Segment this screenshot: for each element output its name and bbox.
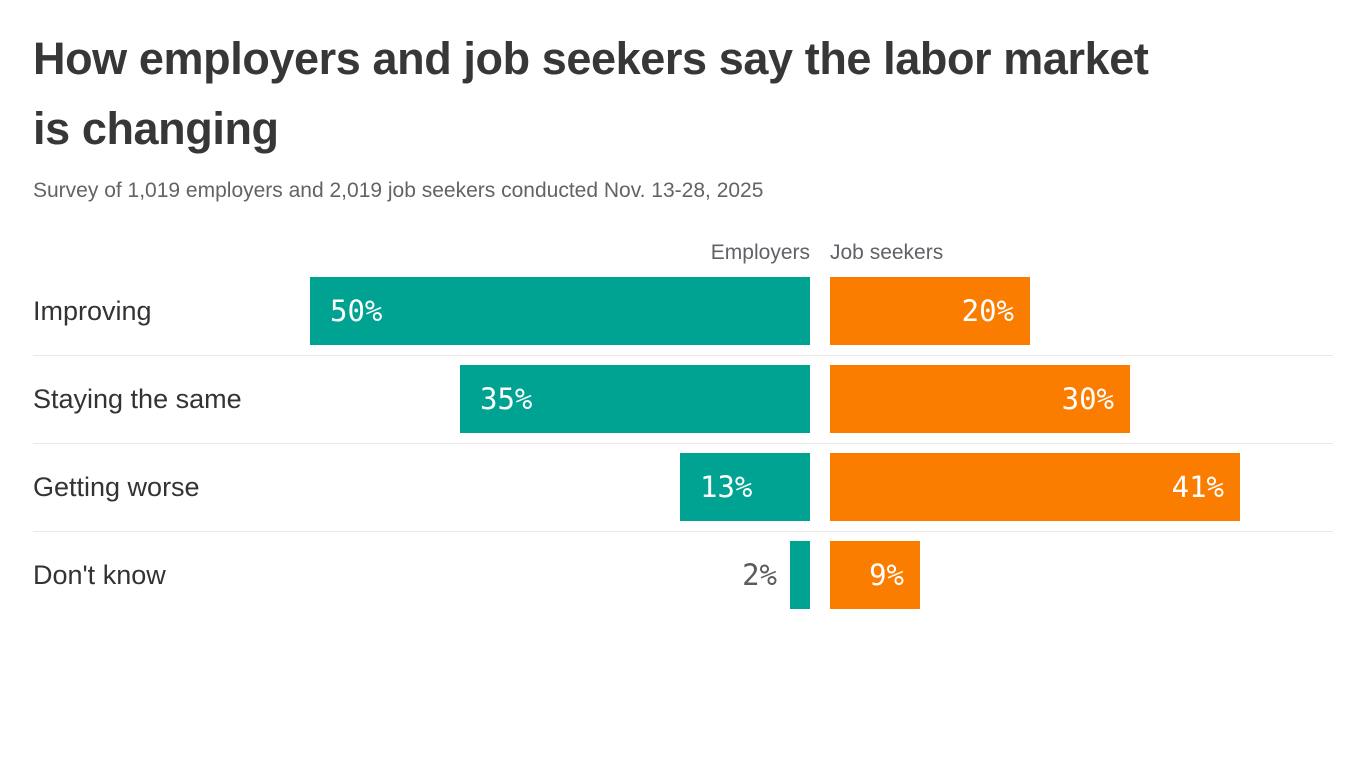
category-label: Getting worse bbox=[33, 472, 200, 502]
series-header-job-seekers: Job seekers bbox=[830, 241, 944, 264]
chart-row-improving: Improving 50% 20% bbox=[33, 268, 1333, 356]
chart-subtitle: Survey of 1,019 employers and 2,019 job … bbox=[33, 179, 764, 202]
employers-bar: 2% bbox=[742, 541, 810, 609]
employers-bar: 35% bbox=[460, 365, 810, 433]
job-seekers-bar-value: 9% bbox=[869, 558, 904, 592]
job-seekers-bar: 41% bbox=[830, 453, 1240, 521]
employers-bar-value: 2% bbox=[742, 558, 777, 592]
job-seekers-bar: 30% bbox=[830, 365, 1130, 433]
category-label: Staying the same bbox=[33, 384, 242, 414]
job-seekers-bar-value: 41% bbox=[1171, 470, 1224, 504]
employers-bar-value: 50% bbox=[330, 294, 383, 328]
employers-bar-value: 13% bbox=[700, 470, 753, 504]
chart-title-line2: is changing bbox=[33, 103, 279, 154]
chart-row-getting-worse: Getting worse 13% 41% bbox=[33, 444, 1333, 532]
chart-row-dont-know: Don't know 2% 9% bbox=[33, 532, 1333, 619]
employers-bar: 50% bbox=[310, 277, 810, 345]
job-seekers-bar-value: 20% bbox=[961, 294, 1014, 328]
job-seekers-bar: 9% bbox=[830, 541, 920, 609]
series-header-employers: Employers bbox=[710, 241, 810, 264]
category-label: Improving bbox=[33, 296, 152, 326]
series-header-row: Employers Job seekers bbox=[33, 238, 1333, 268]
employers-bar-value: 35% bbox=[480, 382, 533, 416]
chart-container: How employers and job seekers say the la… bbox=[33, 24, 1333, 619]
job-seekers-bar: 20% bbox=[830, 277, 1030, 345]
category-label: Don't know bbox=[33, 560, 166, 590]
chart-row-staying-the-same: Staying the same 35% 30% bbox=[33, 356, 1333, 444]
employers-bar: 13% bbox=[680, 453, 810, 521]
chart-title-line1: How employers and job seekers say the la… bbox=[33, 33, 1149, 84]
chart-title: How employers and job seekers say the la… bbox=[33, 24, 1333, 164]
job-seekers-bar-value: 30% bbox=[1061, 382, 1114, 416]
